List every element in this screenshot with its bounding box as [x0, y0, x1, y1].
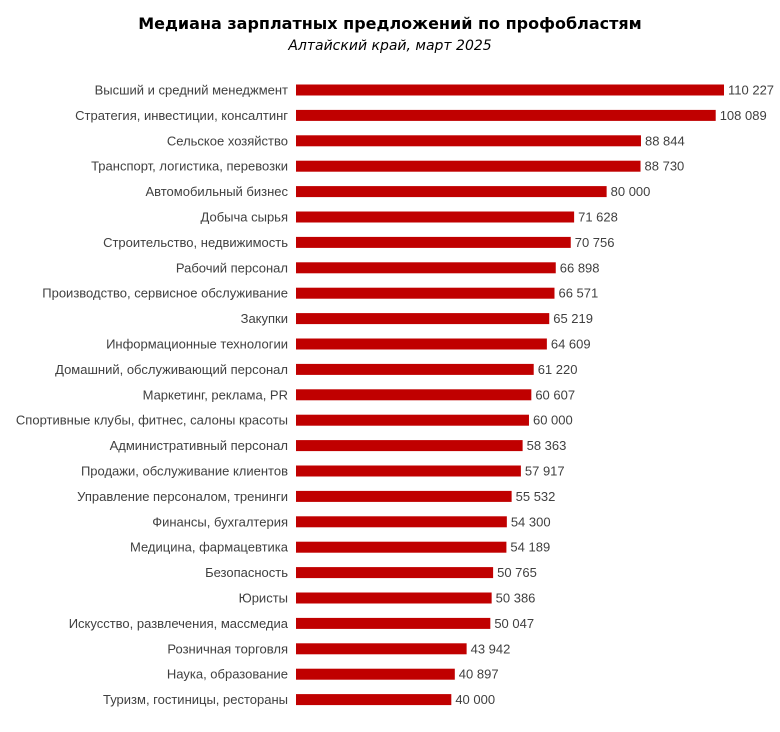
category-label: Наука, образование: [167, 667, 288, 682]
bar: [296, 186, 607, 198]
data-label: 65 219: [553, 311, 593, 326]
bar: [296, 490, 512, 502]
data-label: 40 897: [459, 667, 499, 682]
category-label: Маркетинг, реклама, PR: [143, 387, 288, 402]
bar: [296, 617, 491, 629]
bar: [296, 694, 452, 706]
data-label: 71 628: [578, 210, 618, 225]
category-label: Транспорт, логистика, перевозки: [91, 159, 288, 174]
category-label: Юристы: [239, 591, 288, 606]
category-label: Туризм, гостиницы, рестораны: [103, 692, 288, 707]
data-label: 110 227: [728, 83, 774, 98]
bar: [296, 313, 550, 325]
bar: [296, 287, 555, 299]
category-label: Домашний, обслуживающий персонал: [55, 362, 288, 377]
data-label: 54 189: [510, 540, 550, 555]
data-label: 50 386: [496, 591, 536, 606]
bar: [296, 567, 494, 579]
category-label: Информационные технологии: [106, 337, 288, 352]
category-label: Закупки: [241, 311, 288, 326]
data-label: 80 000: [611, 184, 651, 199]
category-label: Финансы, бухгалтерия: [152, 514, 288, 529]
bar: [296, 516, 507, 528]
category-label: Производство, сервисное обслуживание: [42, 286, 288, 301]
data-label: 61 220: [538, 362, 578, 377]
data-label: 66 571: [558, 286, 598, 301]
data-label: 50 047: [494, 616, 534, 631]
data-label: 57 917: [525, 464, 565, 479]
bar: [296, 440, 523, 452]
bar: [296, 236, 571, 248]
category-label: Розничная торговля: [167, 641, 288, 656]
data-label: 54 300: [511, 514, 551, 529]
data-label: 88 844: [645, 133, 685, 148]
data-label: 40 000: [455, 692, 495, 707]
chart-subtitle: Алтайский край, март 2025: [288, 38, 492, 54]
bar: [296, 211, 575, 223]
chart-title: Медиана зарплатных предложений по профоб…: [138, 14, 642, 33]
data-label: 66 898: [560, 260, 600, 275]
category-label: Рабочий персонал: [176, 260, 288, 275]
bar: [296, 338, 547, 350]
category-label: Безопасность: [205, 565, 288, 580]
data-label: 108 089: [720, 108, 767, 123]
category-label: Искусство, развлечения, массмедиа: [69, 616, 289, 631]
data-label: 50 765: [497, 565, 537, 580]
data-label: 43 942: [471, 641, 511, 656]
bar: [296, 668, 455, 680]
data-label: 88 730: [645, 159, 685, 174]
bar: [296, 363, 534, 375]
data-label: 60 607: [535, 387, 575, 402]
category-label: Спортивные клубы, фитнес, салоны красоты: [16, 413, 288, 428]
bar: [296, 643, 467, 655]
category-label: Высший и средний менеджмент: [95, 83, 288, 98]
category-label: Продажи, обслуживание клиентов: [81, 464, 288, 479]
category-label: Управление персоналом, тренинги: [77, 489, 288, 504]
category-label: Добыча сырья: [201, 210, 288, 225]
data-label: 64 609: [551, 337, 591, 352]
bar: [296, 84, 724, 96]
data-label: 60 000: [533, 413, 573, 428]
bar: [296, 135, 641, 147]
bar: [296, 414, 529, 426]
bar: [296, 465, 521, 477]
category-label: Медицина, фармацевтика: [130, 540, 289, 555]
data-label: 70 756: [575, 235, 615, 250]
bar: [296, 262, 556, 274]
data-label: 55 532: [516, 489, 556, 504]
bar: [296, 389, 532, 401]
category-label: Строительство, недвижимость: [103, 235, 288, 250]
category-label: Стратегия, инвестиции, консалтинг: [75, 108, 288, 123]
bar: [296, 592, 492, 604]
data-label: 58 363: [527, 438, 567, 453]
bar: [296, 160, 641, 172]
bar: [296, 541, 507, 553]
bar: [296, 109, 716, 121]
category-label: Административный персонал: [110, 438, 288, 453]
category-label: Автомобильный бизнес: [145, 184, 288, 199]
category-label: Сельское хозяйство: [167, 133, 288, 148]
